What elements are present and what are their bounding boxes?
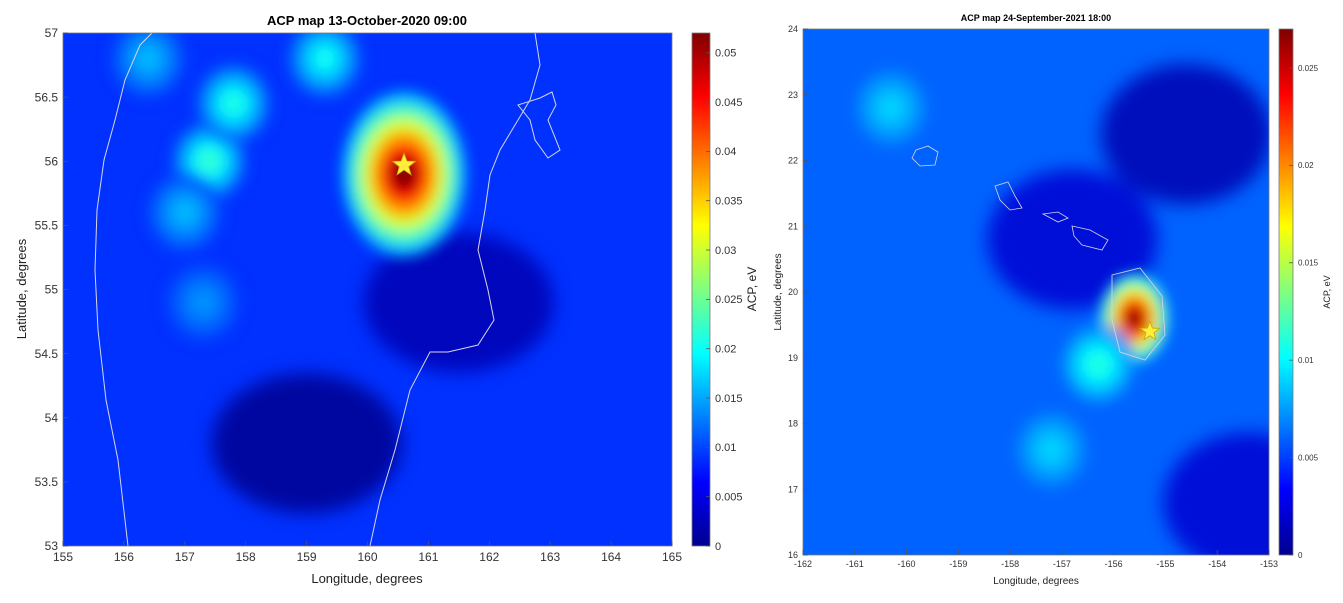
chart-left-hotspot-2 xyxy=(195,63,272,144)
chart-left-xtick-label: 160 xyxy=(357,550,377,564)
chart-left-ytick-label: 55.5 xyxy=(35,219,59,233)
chart-left-low-0 xyxy=(211,373,402,514)
chart-left-colorbar: 0 0.005 0.01 0.015 0.02 0.025 0.03 0.035 0.04 0.0… xyxy=(691,32,759,553)
chart-right-colorbar-tick-label: 0.005 xyxy=(1298,453,1319,462)
chart-left-colorbar-tick-label: 0.01 xyxy=(715,442,736,454)
chart-left-ytick-label: 56 xyxy=(45,154,59,168)
chart-left-ytick-label: 57 xyxy=(45,26,59,40)
chart-left-ytick-label: 54.5 xyxy=(35,347,59,361)
chart-right-ytick-label: 20 xyxy=(788,287,798,297)
chart-left-xtick-label: 155 xyxy=(53,550,73,564)
chart-left-colorbar-tick-label: 0.035 xyxy=(715,196,743,208)
chart-right-xtick-label: -154 xyxy=(1208,559,1226,569)
chart-right-xtick-label: -160 xyxy=(898,559,916,569)
chart-right-xtick-label: -157 xyxy=(1053,559,1071,569)
chart-right-ytick-label: 17 xyxy=(788,484,798,494)
chart-left-ytick-label: 53 xyxy=(45,539,59,553)
chart-left-colorbar-tick-label: 0.04 xyxy=(715,146,736,158)
chart-right-xtick-label: -162 xyxy=(794,559,812,569)
chart-left-ytick-label: 56.5 xyxy=(35,90,59,104)
chart-right-xlabel: Longitude, degrees xyxy=(993,576,1079,587)
chart-left-colorbar-tick-label: 0 xyxy=(715,541,721,553)
chart-right-ytick-label: 21 xyxy=(788,221,798,231)
chart-left-xtick-label: 157 xyxy=(175,550,195,564)
chart-right-title: ACP map 24-September-2021 18:00 xyxy=(961,13,1111,23)
chart-left-colorbar-tick-label: 0.005 xyxy=(715,492,743,504)
chart-left-xtick-label: 158 xyxy=(236,550,256,564)
chart-left-colorbar-tick-label: 0.02 xyxy=(715,344,736,356)
chart-left-plot-area xyxy=(62,32,673,547)
chart-left-ytick-label: 53.5 xyxy=(35,475,59,489)
chart-left-colorbar-tick-label: 0.03 xyxy=(715,245,736,257)
chart-left-colorbar-tick-label: 0.025 xyxy=(715,294,743,306)
chart-left-xtick-label: 159 xyxy=(297,550,317,564)
chart-right-xtick-label: -156 xyxy=(1105,559,1123,569)
chart-left-xtick-label: 165 xyxy=(662,550,682,564)
chart-right-colorbar-tick-label: 0.02 xyxy=(1298,161,1314,170)
chart-right-colorbar-tick-label: 0.015 xyxy=(1298,259,1319,268)
chart-left-xtick-label: 162 xyxy=(479,550,499,564)
chart-left-colorbar-tick-label: 0.015 xyxy=(715,393,743,405)
chart-right-ytick-label: 24 xyxy=(788,24,798,34)
chart-right-plot-area xyxy=(802,28,1270,556)
chart-right-xtick-label: -158 xyxy=(1001,559,1019,569)
chart-left-xlabel: Longitude, degrees xyxy=(311,571,423,586)
chart-right-xtick-label: -159 xyxy=(949,559,967,569)
chart-right-low-1 xyxy=(1163,432,1269,555)
chart-right-xtick-label: -155 xyxy=(1156,559,1174,569)
chart-left-hotspot-0 xyxy=(342,91,467,257)
chart-left-coastline xyxy=(94,33,561,546)
chart-left-xtick-label: 163 xyxy=(540,550,560,564)
chart-right-ytick-label: 22 xyxy=(788,156,798,166)
chart-left-colorbar-label: ACP, eV xyxy=(745,267,759,311)
chart-left-xtick-label: 156 xyxy=(114,550,134,564)
chart-right-colorbar-label: ACP, eV xyxy=(1322,275,1332,308)
chart-right-ytick-label: 19 xyxy=(788,353,798,363)
chart-right-xtick-label: -161 xyxy=(846,559,864,569)
chart-right-xtick-label: -153 xyxy=(1260,559,1278,569)
chart-left-hotspot-5 xyxy=(147,172,223,253)
chart-right-star-marker xyxy=(1139,320,1161,341)
chart-left-star-marker xyxy=(391,151,417,176)
chart-right-colorbar: 0 0.005 0.01 0.015 0.02 0.025 ACP, eV xyxy=(1278,28,1332,560)
chart-right-coastline xyxy=(911,145,1166,361)
chart-right-colorbar-tick-label: 0.025 xyxy=(1298,64,1319,73)
chart-right-ytick-label: 16 xyxy=(788,550,798,560)
chart-left-ytick-label: 54 xyxy=(45,411,59,425)
chart-right-hotspot-1 xyxy=(1060,324,1136,405)
chart-right-low-0 xyxy=(1101,64,1269,205)
chart-left-colorbar-tick-label: 0.05 xyxy=(715,48,736,60)
chart-right-colorbar-tick-label: 0.01 xyxy=(1298,356,1314,365)
chart-left-xtick-label: 161 xyxy=(418,550,438,564)
chart-left-title: ACP map 13-October-2020 09:00 xyxy=(267,13,467,28)
chart-left-hotspot-4 xyxy=(287,33,363,99)
chart-left-hotspot-6 xyxy=(165,262,241,343)
chart-left-ylabel: Latitude, degrees xyxy=(14,238,29,339)
chart-right-ytick-label: 18 xyxy=(788,419,798,429)
chart-left-ytick-label: 55 xyxy=(45,283,59,297)
chart-left-xtick-label: 164 xyxy=(601,550,621,564)
chart-left-colorbar-tick-label: 0.045 xyxy=(715,97,743,109)
chart-left: ACP map 13-October-2020 09:00 155 156 157 1… xyxy=(14,13,759,586)
chart-right-colorbar-tick-label: 0 xyxy=(1298,551,1303,560)
chart-right-hotspot-2 xyxy=(853,67,929,148)
chart-right: ACP map 24-September-2021 18:00 -162 -161… xyxy=(773,13,1332,587)
chart-left-low-1 xyxy=(363,232,554,373)
chart-right-ylabel: Latitude, degrees xyxy=(773,253,784,330)
chart-right-hotspot-3 xyxy=(1013,409,1090,490)
chart-right-ytick-label: 23 xyxy=(788,90,798,100)
chart-left-hotspot-3 xyxy=(110,33,186,99)
